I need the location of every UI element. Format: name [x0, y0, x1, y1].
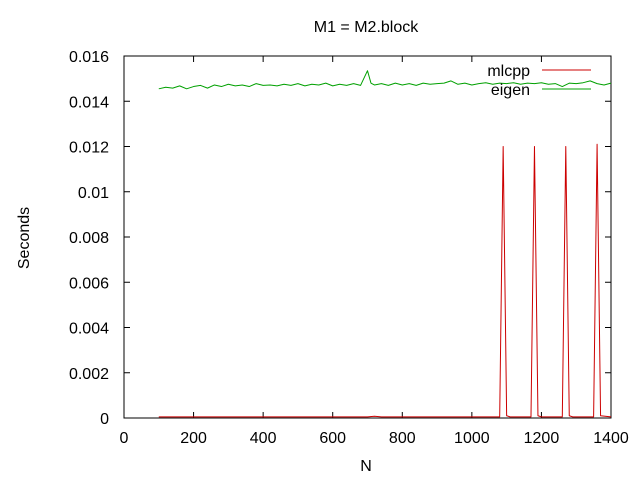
y-tick-label: 0.016 — [69, 49, 109, 66]
legend-label-eigen: eigen — [491, 82, 530, 99]
legend-label-mlcpp: mlcpp — [487, 63, 530, 80]
y-tick-label: 0.002 — [69, 366, 109, 383]
x-axis-label: N — [360, 458, 372, 475]
x-tick-label: 0 — [120, 430, 129, 447]
x-tick-label: 600 — [319, 430, 346, 447]
x-tick-label: 1200 — [524, 430, 560, 447]
y-tick-label: 0.012 — [69, 140, 109, 157]
plot-area — [158, 70, 612, 418]
y-axis-label: Seconds — [16, 207, 33, 269]
x-tick-label: 1000 — [454, 430, 490, 447]
y-tick-label: 0 — [100, 411, 109, 428]
series-line-eigen — [158, 70, 612, 90]
axes: 0 200 400 600 800 1000 1200 1400 0 0.002 0.004 0.00… — [69, 49, 629, 447]
x-tick-label: 200 — [180, 430, 207, 447]
x-tick-label: 400 — [250, 430, 277, 447]
x-tick-label: 800 — [389, 430, 416, 447]
y-tick-label: 0.006 — [69, 275, 109, 292]
series-line-mlcpp — [158, 143, 612, 418]
y-tick-label: 0.004 — [69, 321, 109, 338]
chart-title: M1 = M2.block — [314, 19, 419, 36]
y-tick-label: 0.008 — [69, 230, 109, 247]
y-tick-label: 0.01 — [78, 185, 109, 202]
legend: mlcpp eigen — [487, 63, 591, 99]
x-tick-label: 1400 — [593, 430, 629, 447]
y-tick-label: 0.014 — [69, 94, 109, 111]
